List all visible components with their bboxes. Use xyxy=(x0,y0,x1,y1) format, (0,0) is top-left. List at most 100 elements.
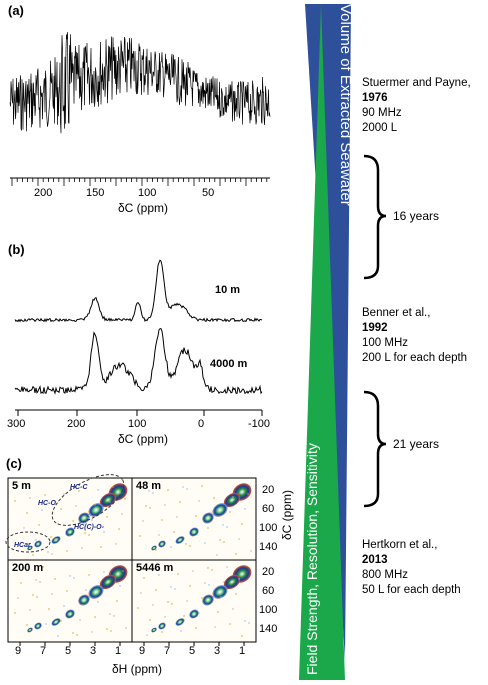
hsqc-xtick-right-9: 9 xyxy=(139,645,146,657)
hsqc-noise-dot xyxy=(20,542,22,544)
hsqc-noise-dot xyxy=(170,546,172,548)
brace-16-years xyxy=(363,154,387,280)
hsqc-cross-peak xyxy=(78,594,90,606)
hsqc-cross-peak xyxy=(158,622,166,630)
hsqc-noise-dot xyxy=(121,513,123,515)
hsqc-cross-peak xyxy=(51,536,61,544)
hsqc-noise-dot xyxy=(195,515,197,517)
interval-16-years: 16 years xyxy=(393,209,440,223)
hsqc-cross-peak xyxy=(88,585,104,599)
hsqc-axis-ticks xyxy=(19,642,245,646)
triangle-field-strength xyxy=(299,4,345,680)
hsqc-noise-dot xyxy=(198,500,200,502)
hsqc-noise-dot xyxy=(195,627,197,629)
hsqc-cross-peak xyxy=(34,622,42,630)
hsqc-noise-dot xyxy=(63,493,65,495)
hsqc-noise-dot xyxy=(91,631,93,633)
reference-1976-year: 1976 xyxy=(362,92,388,104)
hsqc-noise-dot xyxy=(97,601,99,603)
panel-b-spectra xyxy=(14,259,263,416)
panel-c-label: (c) xyxy=(6,456,22,471)
hsqc-noise-dot xyxy=(244,508,246,510)
hsqc-noise-dot xyxy=(241,523,243,525)
reference-2013: Hertkorn et al., 2013 800 MHz 50 L for e… xyxy=(362,538,486,598)
hsqc-noise-dot xyxy=(192,570,194,572)
hsqc-xtick-left-5: 5 xyxy=(65,645,72,657)
spectrum-a-trace xyxy=(9,32,271,134)
reference-2013-year: 2013 xyxy=(362,554,388,566)
hsqc-noise-dot xyxy=(161,631,163,633)
hsqc-depth-200m: 200 m xyxy=(12,562,44,574)
hsqc-noise-dot xyxy=(97,489,99,491)
hsqc-cross-peak xyxy=(223,574,241,590)
trace-label-10m: 10 m xyxy=(215,284,241,296)
hsqc-depth-48m: 48 m xyxy=(136,480,162,492)
hsqc-noise-dot xyxy=(60,620,62,622)
axis-b-title: δC (ppm) xyxy=(118,432,169,446)
hsqc-noise-dot xyxy=(106,628,108,630)
hsqc-noise-dot xyxy=(140,592,142,594)
hsqc-noise-dot xyxy=(72,520,74,522)
hsqc-noise-dot xyxy=(47,551,49,553)
hsqc-noise-dot xyxy=(69,575,71,577)
hsqc-noise-dot xyxy=(161,519,163,521)
hsqc-noise-dot xyxy=(244,620,246,622)
interval-braces xyxy=(363,154,387,280)
hsqc-xtick-left-9: 9 xyxy=(15,645,22,657)
hsqc-noise-dot xyxy=(73,577,75,579)
hsqc-cross-peak xyxy=(189,609,199,619)
hsqc-noise-dot xyxy=(137,607,139,609)
hsqc-noise-dot xyxy=(122,570,124,572)
hsqc-ytick-bottom-100: 100 xyxy=(259,604,278,616)
reference-1992: Benner et al., 1992 100 MHz 200 L for ea… xyxy=(362,306,486,366)
hsqc-noise-dot xyxy=(216,554,218,556)
hsqc-noise-dot xyxy=(116,600,118,602)
hsqc-cross-peak xyxy=(78,512,90,524)
hsqc-ellipse-aromatic xyxy=(5,531,51,553)
hsqc-noise-dot xyxy=(217,611,219,613)
hsqc-noise-dot xyxy=(109,501,111,503)
triangle-graphic xyxy=(299,4,351,680)
hsqc-annotation-hcco: HC(C)-O- xyxy=(74,524,104,531)
hsqc-noise-dot xyxy=(189,585,191,587)
hsqc-cross-peak xyxy=(151,545,157,551)
hsqc-ytick-top-60: 60 xyxy=(262,503,275,515)
hsqc-noise-dot xyxy=(149,507,151,509)
hsqc-cross-peak xyxy=(99,574,117,590)
hsqc-noise-dot xyxy=(13,483,15,485)
hsqc-xtick-right-7: 7 xyxy=(164,645,171,657)
hsqc-noise-dot xyxy=(222,524,224,526)
hsqc-noise-dot xyxy=(213,497,215,499)
hsqc-noise-dot xyxy=(142,520,144,522)
hsqc-noise-dot xyxy=(106,516,108,518)
hsqc-noise-dot xyxy=(66,550,68,552)
hsqc-cross-peak xyxy=(151,627,157,633)
reference-2013-volume: 50 L for each depth xyxy=(362,584,461,596)
hsqc-noise-dot xyxy=(155,549,157,551)
axis-a-tick-150: 150 xyxy=(86,187,105,199)
hsqc-noise-dot xyxy=(201,597,203,599)
hsqc-noise-dot xyxy=(207,527,209,529)
axis-a-tick-200: 200 xyxy=(34,187,53,199)
hsqc-noise-dot xyxy=(41,509,43,511)
hsqc-ytick-top-20: 20 xyxy=(262,484,275,496)
hsqc-noise-dot xyxy=(247,493,249,495)
hsqc-noise-dot xyxy=(79,619,81,621)
hsqc-noise-dot xyxy=(35,579,37,581)
hsqc-cross-peak xyxy=(27,627,33,633)
hsqc-xtick-right-3: 3 xyxy=(214,645,221,657)
hsqc-noise-dot xyxy=(125,627,127,629)
axis-b-tick-minus100: -100 xyxy=(248,418,271,430)
hsqc-noise-dot xyxy=(88,534,90,536)
hsqc-noise-dot xyxy=(60,508,62,510)
hsqc-noise-dot xyxy=(177,573,179,575)
hsqc-noise-dot xyxy=(81,547,83,549)
hsqc-noise-dot xyxy=(84,532,86,534)
hsqc-noise-dot xyxy=(69,535,71,537)
hsqc-noise-dot xyxy=(32,554,34,556)
hsqc-noise-dot xyxy=(36,596,38,598)
hsqc-noise-dot xyxy=(118,528,120,530)
hsqc-noise-dot xyxy=(226,526,228,528)
reference-1976-field: 90 MHz xyxy=(362,107,402,119)
hsqc-xtick-right-5: 5 xyxy=(189,645,196,657)
